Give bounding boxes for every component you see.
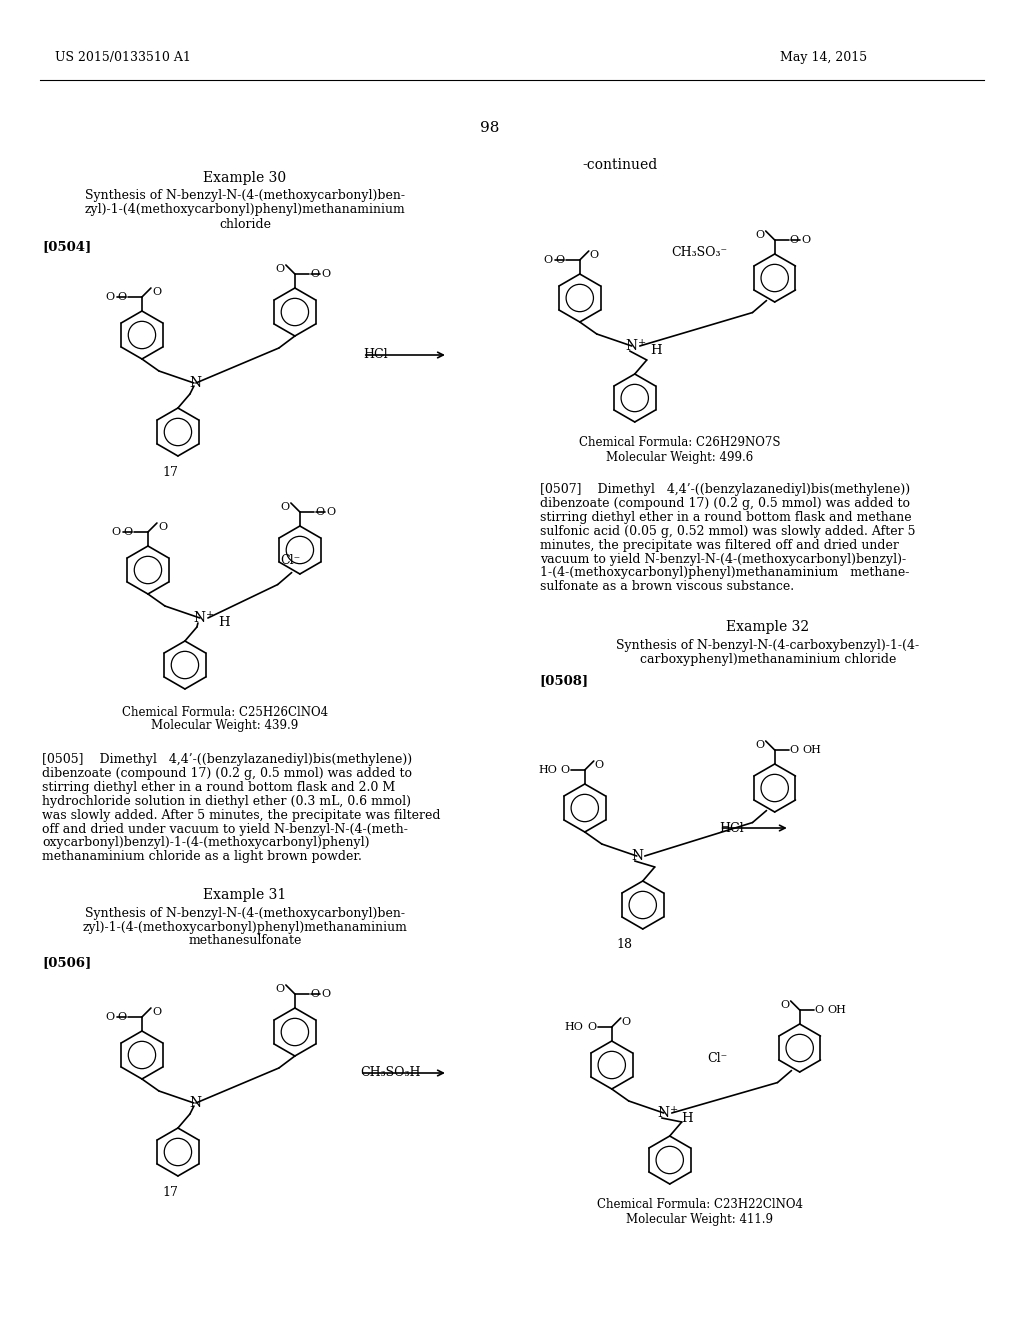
Text: O: O — [118, 292, 127, 302]
Text: O: O — [622, 1016, 631, 1027]
Text: -continued: -continued — [582, 158, 657, 172]
Text: +: + — [638, 338, 646, 347]
Text: Example 30: Example 30 — [204, 172, 287, 185]
Text: vacuum to yield N-benzyl-N-(4-(methoxycarbonyl)benzyl)-: vacuum to yield N-benzyl-N-(4-(methoxyca… — [540, 553, 906, 565]
Text: O: O — [756, 230, 765, 240]
Text: O: O — [322, 989, 331, 999]
Text: chloride: chloride — [219, 218, 271, 231]
Text: O: O — [790, 744, 799, 755]
Text: O: O — [275, 983, 285, 994]
Text: minutes, the precipitate was filtered off and dried under: minutes, the precipitate was filtered of… — [540, 539, 899, 552]
Text: carboxyphenyl)methanaminium chloride: carboxyphenyl)methanaminium chloride — [640, 652, 896, 665]
Text: [0505]    Dimethyl   4,4’-((benzylazanediyl)bis(methylene)): [0505] Dimethyl 4,4’-((benzylazanediyl)b… — [42, 754, 412, 767]
Text: Molecular Weight: 411.9: Molecular Weight: 411.9 — [627, 1213, 773, 1225]
Text: +: + — [206, 610, 214, 619]
Text: US 2015/0133510 A1: US 2015/0133510 A1 — [55, 51, 190, 65]
Text: N: N — [194, 611, 206, 624]
Text: CH₃SO₃⁻: CH₃SO₃⁻ — [672, 246, 728, 259]
Text: Cl⁻: Cl⁻ — [708, 1052, 728, 1064]
Text: O: O — [105, 1012, 115, 1022]
Text: N: N — [632, 849, 644, 863]
Text: 17: 17 — [162, 1187, 178, 1200]
Text: O: O — [314, 507, 324, 517]
Text: 17: 17 — [162, 466, 178, 479]
Text: H: H — [650, 345, 662, 358]
Text: Chemical Formula: C26H29NO7S: Chemical Formula: C26H29NO7S — [579, 437, 780, 450]
Text: Example 31: Example 31 — [204, 888, 287, 902]
Text: O: O — [112, 527, 121, 537]
Text: O: O — [588, 1022, 597, 1032]
Text: Chemical Formula: C25H26ClNO4: Chemical Formula: C25H26ClNO4 — [122, 705, 328, 718]
Text: O: O — [322, 269, 331, 279]
Text: Synthesis of N-benzyl-N-(4-(methoxycarbonyl)ben-: Synthesis of N-benzyl-N-(4-(methoxycarbo… — [85, 190, 404, 202]
Text: O: O — [756, 741, 765, 750]
Text: O: O — [595, 760, 604, 770]
Text: zyl)-1-(4(methoxycarbonyl)phenyl)methanaminium: zyl)-1-(4(methoxycarbonyl)phenyl)methana… — [85, 203, 406, 216]
Text: OH: OH — [827, 1005, 847, 1015]
Text: O: O — [561, 766, 569, 775]
Text: H: H — [218, 616, 229, 630]
Text: O: O — [310, 989, 319, 999]
Text: O: O — [590, 249, 599, 260]
Text: dibenzoate (compound 17) (0.2 g, 0.5 mmol) was added to: dibenzoate (compound 17) (0.2 g, 0.5 mmo… — [540, 498, 909, 511]
Text: O: O — [158, 521, 167, 532]
Text: HO: HO — [538, 766, 557, 775]
Text: O: O — [310, 269, 319, 279]
Text: methanesulfonate: methanesulfonate — [188, 935, 302, 948]
Text: O: O — [815, 1005, 823, 1015]
Text: [0506]: [0506] — [42, 957, 91, 969]
Text: sulfonate as a brown viscous substance.: sulfonate as a brown viscous substance. — [540, 579, 794, 593]
Text: O: O — [790, 235, 799, 246]
Text: N: N — [188, 376, 201, 389]
Text: O: O — [544, 255, 553, 265]
Text: dibenzoate (compound 17) (0.2 g, 0.5 mmol) was added to: dibenzoate (compound 17) (0.2 g, 0.5 mmo… — [42, 767, 412, 780]
Text: H: H — [682, 1111, 693, 1125]
Text: O: O — [780, 1001, 790, 1010]
Text: zyl)-1-(4-(methoxycarbonyl)phenyl)methanaminium: zyl)-1-(4-(methoxycarbonyl)phenyl)methan… — [83, 920, 408, 933]
Text: sulfonic acid (0.05 g, 0.52 mmol) was slowly added. After 5: sulfonic acid (0.05 g, 0.52 mmol) was sl… — [540, 525, 915, 539]
Text: Synthesis of N-benzyl-N-(4-carboxybenzyl)-1-(4-: Synthesis of N-benzyl-N-(4-carboxybenzyl… — [616, 639, 920, 652]
Text: Synthesis of N-benzyl-N-(4-(methoxycarbonyl)ben-: Synthesis of N-benzyl-N-(4-(methoxycarbo… — [85, 907, 404, 920]
Text: O: O — [118, 1012, 127, 1022]
Text: HCl: HCl — [362, 348, 387, 362]
Text: oxycarbonyl)benzyl)-1-(4-(methoxycarbonyl)phenyl): oxycarbonyl)benzyl)-1-(4-(methoxycarbony… — [42, 837, 370, 849]
Text: 18: 18 — [616, 939, 633, 952]
Text: [0508]: [0508] — [540, 675, 589, 688]
Text: O: O — [281, 502, 290, 512]
Text: N: N — [657, 1106, 670, 1119]
Text: Molecular Weight: 499.6: Molecular Weight: 499.6 — [606, 450, 754, 463]
Text: Example 32: Example 32 — [726, 620, 809, 634]
Text: O: O — [327, 507, 336, 517]
Text: was slowly added. After 5 minutes, the precipitate was filtered: was slowly added. After 5 minutes, the p… — [42, 809, 440, 821]
Text: 98: 98 — [480, 121, 500, 135]
Text: OH: OH — [803, 744, 821, 755]
Text: HCl: HCl — [720, 821, 744, 834]
Text: stirring diethyl ether in a round bottom flask and 2.0 M: stirring diethyl ether in a round bottom… — [42, 781, 395, 795]
Text: O: O — [152, 286, 161, 297]
Text: off and dried under vacuum to yield N-benzyl-N-(4-(meth-: off and dried under vacuum to yield N-be… — [42, 822, 408, 836]
Text: 1-(4-(methoxycarbonyl)phenyl)methanaminium   methane-: 1-(4-(methoxycarbonyl)phenyl)methanamini… — [540, 566, 909, 579]
Text: stirring diethyl ether in a round bottom flask and methane: stirring diethyl ether in a round bottom… — [540, 511, 911, 524]
Text: N: N — [188, 1096, 201, 1110]
Text: O: O — [556, 255, 565, 265]
Text: [0507]    Dimethyl   4,4’-((benzylazanediyl)bis(methylene)): [0507] Dimethyl 4,4’-((benzylazanediyl)b… — [540, 483, 910, 496]
Text: hydrochloride solution in diethyl ether (0.3 mL, 0.6 mmol): hydrochloride solution in diethyl ether … — [42, 795, 411, 808]
Text: methanaminium chloride as a light brown powder.: methanaminium chloride as a light brown … — [42, 850, 361, 863]
Text: O: O — [802, 235, 811, 246]
Text: [0504]: [0504] — [42, 240, 91, 253]
Text: CH₃SO₃H: CH₃SO₃H — [359, 1067, 421, 1080]
Text: May 14, 2015: May 14, 2015 — [779, 51, 867, 65]
Text: Molecular Weight: 439.9: Molecular Weight: 439.9 — [152, 719, 299, 733]
Text: +: + — [670, 1105, 678, 1114]
Text: HO: HO — [565, 1022, 584, 1032]
Text: Cl⁻: Cl⁻ — [280, 553, 300, 566]
Text: O: O — [105, 292, 115, 302]
Text: N: N — [626, 339, 638, 352]
Text: Chemical Formula: C23H22ClNO4: Chemical Formula: C23H22ClNO4 — [597, 1199, 803, 1212]
Text: O: O — [152, 1007, 161, 1016]
Text: O: O — [124, 527, 133, 537]
Text: O: O — [275, 264, 285, 275]
